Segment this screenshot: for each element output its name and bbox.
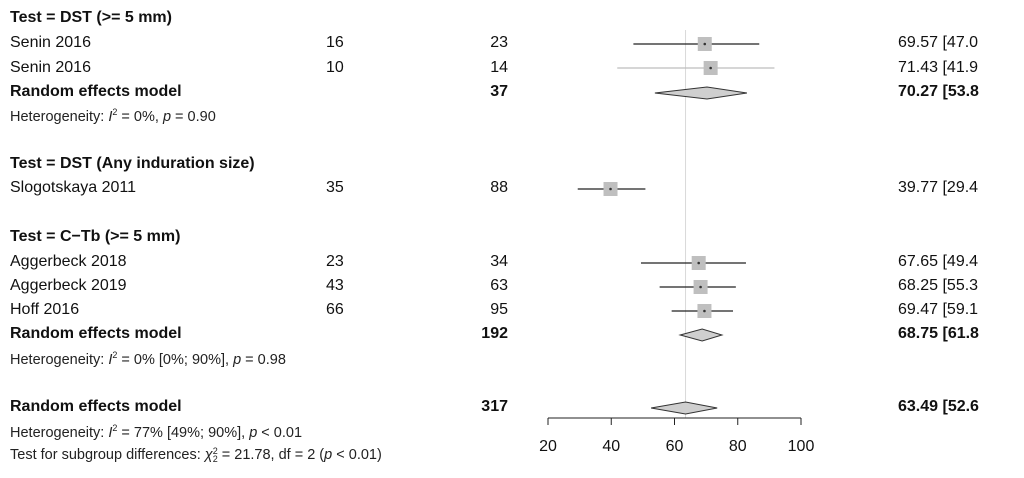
x-tick-label: 20: [539, 438, 557, 455]
point-estimate: [609, 187, 612, 191]
subgroup-diamond: [654, 86, 747, 100]
group-heading-dst-5mm: Test = DST (>= 5 mm): [10, 9, 172, 26]
study-label: Hoff 2016: [10, 301, 80, 318]
total-cell: 23: [490, 34, 508, 51]
group-heading-dst-any: Test = DST (Any induration size): [10, 155, 255, 172]
ci-cell: 39.77 [29.4: [898, 179, 979, 196]
study-label: Senin 2016: [10, 59, 91, 76]
study-label: Senin 2016: [10, 34, 91, 51]
heterogeneity-note: Heterogeneity: I2 = 77% [49%; 90%], p < …: [10, 423, 303, 441]
subgroup-model-total: 37: [490, 83, 508, 100]
events-cell: 66: [326, 301, 344, 318]
subgroup-model-ci: 70.27 [53.8: [898, 83, 979, 100]
study-label: Aggerbeck 2019: [10, 277, 127, 294]
events-cell: 10: [326, 59, 344, 76]
subgroup-diamond: [678, 328, 724, 342]
heterogeneity-note: Heterogeneity: I2 = 0% [0%; 90%], p = 0.…: [10, 350, 286, 368]
point-estimate: [703, 309, 706, 313]
subgroup-model-ci: 68.75 [61.8: [898, 325, 979, 342]
x-tick-label: 100: [788, 438, 815, 455]
ci-cell: 67.65 [49.4: [898, 253, 979, 270]
overall-model-ci: 63.49 [52.6: [898, 398, 979, 415]
total-cell: 34: [490, 253, 508, 270]
heterogeneity-note: Heterogeneity: I2 = 0%, p = 0.90: [10, 107, 216, 125]
subgroup-model-total: 192: [481, 325, 508, 342]
total-cell: 88: [490, 179, 508, 196]
subgroup-model-label: Random effects model: [10, 325, 182, 342]
x-tick-label: 60: [666, 438, 684, 455]
point-estimate: [703, 42, 707, 46]
ci-cell: 71.43 [41.9: [898, 59, 979, 76]
overall-model-label: Random effects model: [10, 398, 182, 415]
events-cell: 23: [326, 253, 344, 270]
point-estimate: [697, 261, 700, 265]
x-tick-label: 40: [602, 438, 620, 455]
point-estimate: [699, 285, 702, 289]
total-cell: 95: [490, 301, 508, 318]
point-estimate: [709, 66, 712, 70]
total-cell: 14: [490, 59, 508, 76]
ci-cell: 69.57 [47.0: [898, 34, 979, 51]
events-cell: 16: [326, 34, 344, 51]
overall-diamond: [651, 401, 718, 415]
study-label: Aggerbeck 2018: [10, 253, 127, 270]
group-heading-ctb-5mm: Test = C−Tb (>= 5 mm): [10, 228, 181, 245]
ci-cell: 69.47 [59.1: [898, 301, 979, 318]
overall-model-total: 317: [481, 398, 508, 415]
study-label: Slogotskaya 2011: [10, 179, 137, 196]
events-cell: 43: [326, 277, 344, 294]
events-cell: 35: [326, 179, 344, 196]
x-tick-label: 80: [729, 438, 747, 455]
total-cell: 63: [490, 277, 508, 294]
subgroup-model-label: Random effects model: [10, 83, 182, 100]
ci-cell: 68.25 [55.3: [898, 277, 979, 294]
